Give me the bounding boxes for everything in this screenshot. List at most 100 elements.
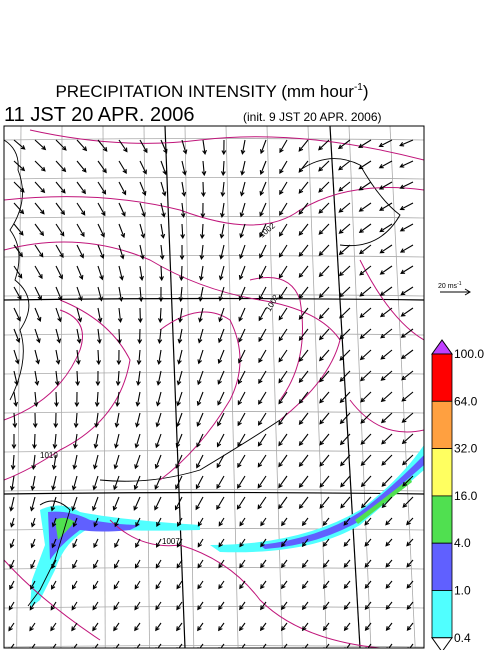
wind-arrow xyxy=(13,349,20,365)
wind-arrow xyxy=(74,391,80,408)
wind-arrow xyxy=(364,622,372,632)
wind-arrow xyxy=(360,412,372,424)
wind-arrow xyxy=(34,202,45,215)
wind-arrow xyxy=(177,517,183,527)
wind-arrow xyxy=(358,160,372,170)
wind-arrow xyxy=(364,601,372,610)
wind-arrow xyxy=(219,244,225,260)
lat-line xyxy=(4,294,424,297)
wind-arrow xyxy=(239,202,246,218)
lon-line xyxy=(348,126,372,648)
wind-arrow xyxy=(359,328,372,340)
wind-arrow xyxy=(34,139,47,151)
wind-arrow xyxy=(76,307,83,323)
wind-arrow xyxy=(13,265,23,279)
wind-arrow xyxy=(280,601,288,611)
wind-arrow xyxy=(278,223,288,237)
wind-arrow xyxy=(198,265,204,281)
wind-arrow xyxy=(278,286,288,300)
wind-arrow xyxy=(239,580,246,590)
wind-arrow xyxy=(301,601,309,611)
wind-arrow xyxy=(136,370,141,386)
init-time: (init. 9 JST 20 APR. 2006) xyxy=(243,110,382,124)
wind-arrow xyxy=(160,202,166,218)
wind-arrow xyxy=(279,160,288,175)
wind-arrow xyxy=(319,391,330,404)
wind-arrow xyxy=(197,349,204,365)
wind-arrow xyxy=(218,601,225,611)
colorbar-box xyxy=(431,448,453,497)
wind-arrow xyxy=(279,181,288,195)
wind-arrow xyxy=(201,160,207,177)
wind-arrow xyxy=(139,265,144,281)
wind-arrow xyxy=(217,391,225,406)
wind-arrow xyxy=(401,412,414,423)
wind-arrow xyxy=(220,160,226,177)
wind-arrow xyxy=(160,160,167,176)
wind-arrow xyxy=(406,622,414,631)
wind-arrow xyxy=(55,160,67,173)
wind-arrow xyxy=(258,265,267,280)
wind-arrow xyxy=(237,370,246,385)
wind-arrow xyxy=(216,496,225,511)
wind-arrow xyxy=(114,433,120,449)
wind-arrow xyxy=(197,370,204,386)
wind-arrow xyxy=(200,202,206,219)
wind-arrow xyxy=(257,475,267,489)
wind-arrow xyxy=(340,454,351,467)
wind-arrow xyxy=(178,286,184,303)
wind-arrow xyxy=(281,517,288,527)
wind-arrow xyxy=(239,559,246,569)
wind-arrow xyxy=(378,139,393,148)
wind-arrow xyxy=(202,139,207,155)
wind-arrow xyxy=(135,391,141,407)
wind-arrow xyxy=(218,307,225,323)
wind-arrow xyxy=(218,580,225,590)
wind-arrow xyxy=(358,202,372,212)
wind-arrow xyxy=(380,349,393,360)
wind-arrow xyxy=(257,433,267,447)
wind-arrow xyxy=(343,538,351,547)
wind-arrow xyxy=(258,328,267,343)
wind-arrow xyxy=(180,223,186,240)
precipitation xyxy=(30,445,424,608)
wind-arrow xyxy=(113,475,120,491)
wind-arrow xyxy=(76,286,83,302)
wind-arrow xyxy=(401,370,414,381)
wind-arrow xyxy=(94,412,99,429)
wind-arrow xyxy=(406,538,414,547)
wind-arrow xyxy=(55,307,62,323)
wind-arrow xyxy=(318,328,330,341)
wind-arrow xyxy=(176,580,183,590)
wind-arrow xyxy=(406,601,414,610)
wind-arrow xyxy=(53,412,59,429)
wind-arrow xyxy=(381,454,393,466)
wind-arrow xyxy=(279,139,288,154)
wind-arrow xyxy=(319,349,330,362)
colorbar-label: 4.0 xyxy=(454,536,471,550)
wind-arrow xyxy=(196,454,204,469)
wind-arrow xyxy=(97,160,107,174)
wind-arrow xyxy=(381,475,393,487)
wind-arrow xyxy=(76,244,84,259)
wind-arrow xyxy=(279,202,288,216)
wind-arrow xyxy=(195,496,204,511)
wind-arrow xyxy=(399,244,414,253)
wind-arrow xyxy=(9,475,15,491)
wind-arrow xyxy=(72,454,78,470)
lat-line xyxy=(4,411,424,414)
wind-arrow xyxy=(179,265,184,282)
wind-arrow xyxy=(71,601,78,611)
wind-arrow xyxy=(155,622,162,632)
wind-arrow xyxy=(176,622,183,632)
wind-arrow xyxy=(399,223,414,232)
wind-arrow xyxy=(159,265,164,282)
wind-arrow xyxy=(155,601,162,611)
wind-arrow xyxy=(181,160,187,176)
wind-arrow xyxy=(134,622,141,632)
wind-arrow xyxy=(50,622,57,632)
wind-arrow xyxy=(30,475,36,491)
wind-arrow xyxy=(9,538,15,549)
wind-arrow xyxy=(298,496,309,510)
wind-arrow xyxy=(54,391,59,408)
